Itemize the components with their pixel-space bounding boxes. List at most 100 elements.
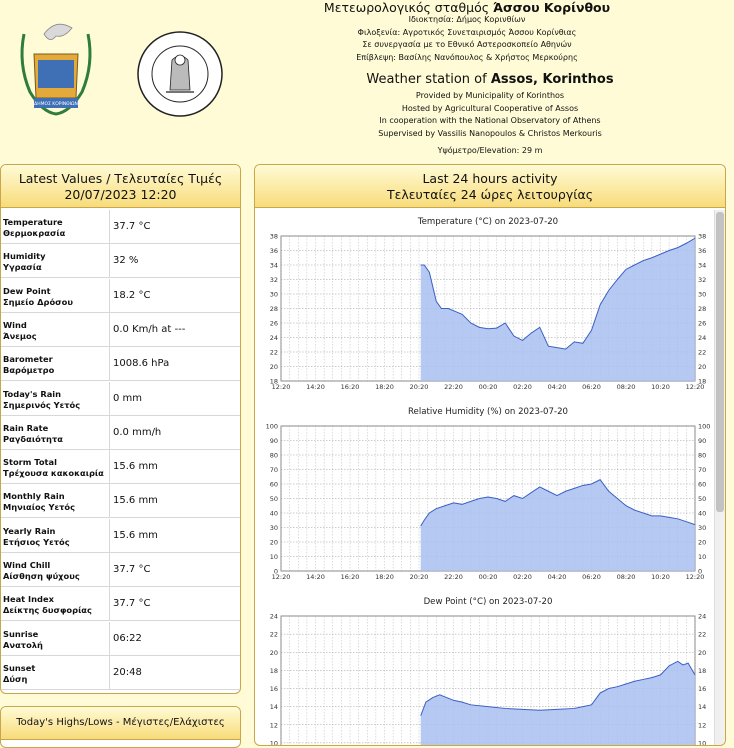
activity-panel: Last 24 hours activity Τελευταίες 24 ώρε… (254, 164, 726, 746)
y-tick-label: 38 (270, 233, 278, 241)
scrollbar-thumb[interactable] (716, 212, 724, 512)
label-en: Monthly Rain (3, 491, 65, 502)
y-tick-label-right: 38 (698, 233, 706, 241)
x-tick-label: 10:20 (651, 383, 670, 391)
latest-value-label: Wind Άνεμος (3, 320, 37, 342)
chart-title: Relative Humidity (%) on 2023-07-20 (408, 407, 568, 417)
observatory-logo (137, 31, 223, 117)
y-tick-label-right: 70 (698, 466, 706, 474)
latest-value: 32 % (109, 244, 240, 278)
y-tick-label-right: 28 (698, 305, 706, 313)
latest-value-label: Sunset Δύση (3, 663, 35, 685)
x-tick-label: 00:20 (479, 383, 498, 391)
label-gr: Άνεμος (3, 330, 37, 341)
x-tick-label: 16:20 (341, 573, 360, 581)
latest-value-row: Storm Total Τρέχουσα κακοκαιρία 15.6 mm (1, 450, 240, 485)
y-tick-label-right: 24 (698, 613, 706, 621)
y-tick-label: 24 (270, 334, 278, 342)
label-en: Heat Index (3, 594, 54, 605)
latest-value: 0.0 mm/h (109, 415, 240, 449)
latest-value: 20:48 (109, 655, 240, 689)
y-tick-label-right: 12 (698, 721, 706, 729)
x-tick-label: 02:20 (513, 383, 532, 391)
y-tick-label: 28 (270, 305, 278, 313)
latest-value-label: Rain Rate Ραγδαιότητα (3, 423, 63, 445)
y-tick-label-right: 20 (698, 649, 706, 657)
data-area (420, 238, 695, 381)
latest-value-label: Temperature Θερμοκρασία (3, 217, 65, 239)
latest-value: 0.0 Km/h at --- (109, 312, 240, 346)
label-gr: Θερμοκρασία (3, 228, 66, 238)
y-tick-label: 24 (270, 613, 278, 621)
latest-value: 06:22 (109, 621, 240, 655)
x-tick-label: 20:20 (410, 383, 429, 391)
latest-values-panel: Latest Values / Τελευταίες Τιμές 20/07/2… (0, 164, 241, 694)
y-tick-label: 30 (270, 291, 278, 299)
latest-value: 1008.6 hPa (109, 347, 240, 381)
latest-value-label: Yearly Rain Ετήσιος Υετός (3, 526, 70, 548)
latest-value-label: Barometer Βαρόμετρο (3, 354, 54, 376)
x-tick-label: 18:20 (375, 573, 394, 581)
scrollbar[interactable] (714, 210, 725, 745)
x-tick-label: 12:20 (686, 573, 705, 581)
label-en: Rain Rate (3, 422, 49, 433)
data-line (420, 660, 696, 716)
y-tick-label: 60 (270, 481, 278, 489)
y-tick-label-right: 36 (698, 247, 706, 255)
x-tick-label: 04:20 (548, 383, 567, 391)
x-tick-label: 22:20 (444, 573, 463, 581)
x-tick-label: 12:20 (272, 383, 291, 391)
latest-value-label: Storm Total Τρέχουσα κακοκαιρία (3, 457, 104, 479)
latest-value-row: Barometer Βαρόμετρο 1008.6 hPa (1, 347, 240, 382)
latest-value-row: Humidity Υγρασία 32 % (1, 244, 240, 279)
x-tick-label: 16:20 (341, 383, 360, 391)
latest-value-row: Temperature Θερμοκρασία 37.7 °C (1, 210, 240, 244)
latest-value: 15.6 mm (109, 450, 240, 484)
y-tick-label-right: 24 (698, 334, 706, 342)
y-tick-label-right: 40 (698, 510, 706, 518)
label-en: Sunset (3, 662, 36, 673)
latest-value-row: Today's Rain Σημερινός Υετός 0 mm (1, 381, 240, 416)
latest-values-datetime: 20/07/2023 12:20 (64, 187, 177, 202)
label-gr: Ραγδαιότητα (3, 433, 63, 444)
x-tick-label: 00:20 (479, 573, 498, 581)
y-tick-label-right: 22 (698, 631, 706, 639)
y-tick-label: 26 (270, 320, 278, 328)
latest-value: 15.6 mm (109, 484, 240, 518)
english-info-block: Provided by Municipality of Korinthos Ho… (378, 91, 602, 138)
latest-value-row: Wind Άνεμος 0.0 Km/h at --- (1, 312, 240, 347)
y-tick-label: 20 (270, 649, 278, 657)
y-tick-label: 32 (270, 276, 278, 284)
label-en: Temperature (3, 217, 63, 227)
x-tick-label: 06:20 (582, 573, 601, 581)
latest-value-label: Wind Chill Αίσθηση ψύχους (3, 560, 80, 582)
y-tick-label: 12 (270, 721, 278, 729)
x-tick-label: 18:20 (375, 383, 394, 391)
y-tick-label-right: 30 (698, 291, 706, 299)
label-gr: Τρέχουσα κακοκαιρία (3, 468, 104, 479)
latest-value-row: Dew Point Σημείο Δρόσου 18.2 °C (1, 278, 240, 313)
y-tick-label-right: 100 (698, 423, 710, 431)
latest-value-row: Sunset Δύση 20:48 (1, 655, 240, 690)
chart-2: Dew Point (°C) on 2023-07-20881010121214… (270, 597, 706, 745)
label-en: Barometer (3, 354, 53, 365)
x-tick-label: 10:20 (651, 573, 670, 581)
data-line (420, 479, 696, 527)
chart-title: Dew Point (°C) on 2023-07-20 (424, 597, 553, 607)
label-en: Wind Chill (3, 560, 51, 570)
y-tick-label: 80 (270, 452, 278, 460)
y-tick-label-right: 32 (698, 276, 706, 284)
x-tick-label: 22:20 (444, 383, 463, 391)
activity-title-gr: Τελευταίες 24 ώρες λειτουργίας (386, 187, 594, 202)
y-tick-label-right: 14 (698, 703, 706, 711)
y-tick-label-right: 26 (698, 320, 706, 328)
activity-charts: Temperature (°C) on 2023-07-20 18 18 20 20 22… (266, 217, 710, 745)
activity-title: Last 24 hours activity (422, 171, 558, 186)
header: ΔΗΜΟΣ ΚΟΡΙΝΘΙΩΝ Μετεωρολογικός σταθμός Ά… (0, 0, 734, 160)
label-gr: Ετήσιος Υετός (3, 536, 70, 547)
y-tick-label-right: 60 (698, 481, 706, 489)
x-tick-label: 20:20 (410, 573, 429, 581)
data-area (420, 479, 695, 571)
label-en: Sunrise (3, 628, 39, 639)
latest-values-title: Latest Values / Τελευταίες Τιμές (18, 171, 223, 186)
